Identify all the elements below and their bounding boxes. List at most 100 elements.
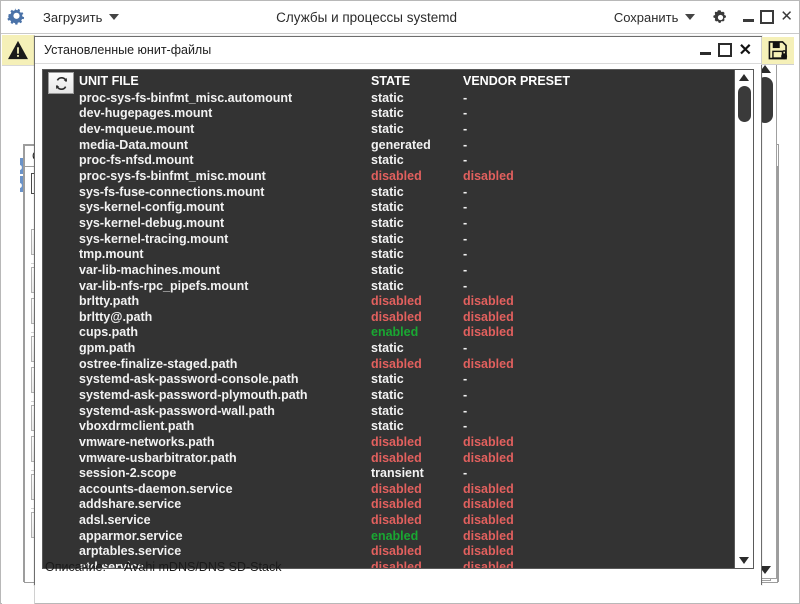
table-row[interactable]: accounts-daemon.service disabled disabled [79,481,733,497]
cell-vendor-preset: - [463,247,468,262]
cell-unit-file: arptables.service [79,544,182,559]
table-row[interactable]: vmware-networks.path disabled disabled [79,434,733,450]
scroll-down-icon[interactable] [735,553,753,568]
cell-state: disabled [371,309,422,324]
cell-vendor-preset: - [463,372,468,387]
table-row[interactable]: session-2.scope transient - [79,465,733,481]
table-row[interactable]: sys-kernel-debug.mount static - [79,215,733,231]
cell-vendor-preset: disabled [463,169,514,184]
minimize-icon[interactable] [699,52,711,55]
dialog-title: Установленные юнит-файлы [44,43,212,57]
table-row[interactable]: brltty@.path disabled disabled [79,309,733,325]
scrollbar-thumb[interactable] [737,86,751,122]
cell-unit-file: media-Data.mount [79,137,189,152]
table-row[interactable]: dev-hugepages.mount static - [79,106,733,122]
table-row[interactable]: vboxdrmclient.path static - [79,418,733,434]
dialog-window-controls: ✕ [699,41,761,59]
table-row[interactable]: media-Data.mount generated - [79,137,733,153]
table-row[interactable]: arptables.service disabled disabled [79,544,733,560]
cell-state: static [371,184,404,199]
cell-vendor-preset: disabled [463,434,514,449]
table-row[interactable]: systemd-ask-password-plymouth.path static… [79,387,733,403]
titlebar-right-group: Сохранить ✕ [606,4,799,30]
cell-vendor-preset: disabled [463,325,514,340]
cell-vendor-preset: disabled [463,294,514,309]
table-row[interactable]: apparmor.service enabled disabled [79,528,733,544]
column-header-state: STATE [371,74,411,88]
cell-unit-file: tmp.mount [79,247,144,262]
cell-vendor-preset: - [463,153,468,168]
table-row[interactable]: systemd-ask-password-console.path static - [79,372,733,388]
cell-vendor-preset: - [463,466,468,481]
cell-unit-file: apparmor.service [79,528,183,543]
minimize-icon[interactable] [743,19,755,22]
table-row[interactable]: gpm.path static - [79,340,733,356]
table-row[interactable]: var-lib-machines.mount static - [79,262,733,278]
table-row[interactable]: vmware-usbarbitrator.path disabled disable… [79,450,733,466]
maximize-icon[interactable] [760,10,775,24]
app-window-controls: ✕ [743,8,793,25]
table-row[interactable]: proc-sys-fs-binfmt_misc.automount static - [79,90,733,106]
gears-icon [1,1,35,34]
cell-state: static [371,403,404,418]
close-icon[interactable]: ✕ [780,8,793,25]
cell-vendor-preset: - [463,341,468,356]
table-row[interactable]: systemd-ask-password-wall.path static - [79,403,733,419]
cell-state: disabled [371,294,422,309]
cell-state: static [371,122,404,137]
cell-vendor-preset: - [463,200,468,215]
cell-unit-file: vmware-usbarbitrator.path [79,450,237,465]
cell-unit-file: dev-hugepages.mount [79,106,213,121]
refresh-button[interactable] [48,72,74,94]
close-icon[interactable]: ✕ [738,41,752,59]
table-row[interactable]: var-lib-nfs-rpc_pipefs.mount static - [79,278,733,294]
cell-state: enabled [371,325,419,340]
table-row[interactable]: proc-fs-nfsd.mount static - [79,153,733,169]
cell-state: disabled [371,481,422,496]
refresh-icon [55,76,67,90]
cell-state: disabled [371,513,422,528]
save-locked-cell[interactable] [761,37,794,65]
table-row[interactable]: adsl.service disabled disabled [79,512,733,528]
cell-unit-file: accounts-daemon.service [79,481,233,496]
scroll-up-icon[interactable] [754,60,776,77]
column-header-unit-file: UNIT FILE [79,74,139,88]
scroll-up-icon[interactable] [735,70,753,85]
table-row[interactable]: sys-kernel-config.mount static - [79,199,733,215]
settings-gear-icon[interactable] [707,4,733,30]
scroll-down-icon[interactable] [754,561,776,578]
table-row[interactable]: ostree-finalize-staged.path disabled disab… [79,356,733,372]
table-row[interactable]: addshare.service disabled disabled [79,497,733,513]
cell-vendor-preset: - [463,231,468,246]
cell-unit-file: atd.service [79,560,145,568]
cell-state: static [371,341,404,356]
cell-state: disabled [371,560,422,568]
cell-unit-file: sys-kernel-debug.mount [79,215,225,230]
table-row[interactable]: sys-kernel-tracing.mount static - [79,231,733,247]
dialog-scrollbar[interactable] [734,70,753,568]
table-row[interactable]: tmp.mount static - [79,246,733,262]
unit-file-rows[interactable]: UNIT FILE STATE VENDOR PRESET proc-sys-f… [79,70,733,568]
save-menu-button[interactable]: Сохранить [606,5,704,30]
table-row[interactable]: dev-mqueue.mount static - [79,121,733,137]
load-menu-button[interactable]: Загрузить [35,5,127,30]
table-row[interactable]: atd.service disabled disabled [79,559,733,568]
cell-vendor-preset: - [463,184,468,199]
table-row[interactable]: brltty.path disabled disabled [79,293,733,309]
cell-vendor-preset: disabled [463,513,514,528]
cell-vendor-preset: disabled [463,528,514,543]
description-label: Описание: [45,560,106,574]
cell-unit-file: systemd-ask-password-plymouth.path [79,387,308,402]
table-row[interactable]: proc-sys-fs-binfmt_misc.mount disabled dis… [79,168,733,184]
cell-state: static [371,278,404,293]
cell-vendor-preset: - [463,262,468,277]
cell-unit-file: proc-sys-fs-binfmt_misc.mount [79,169,266,184]
description-value: Avahi mDNS/DNS SD-Stack [124,560,282,574]
cell-state: static [371,106,404,121]
cell-vendor-preset: disabled [463,544,514,559]
cell-state: disabled [371,169,422,184]
table-row[interactable]: sys-fs-fuse-connections.mount static - [79,184,733,200]
maximize-icon[interactable] [717,43,732,57]
table-row[interactable]: cups.path enabled disabled [79,325,733,341]
